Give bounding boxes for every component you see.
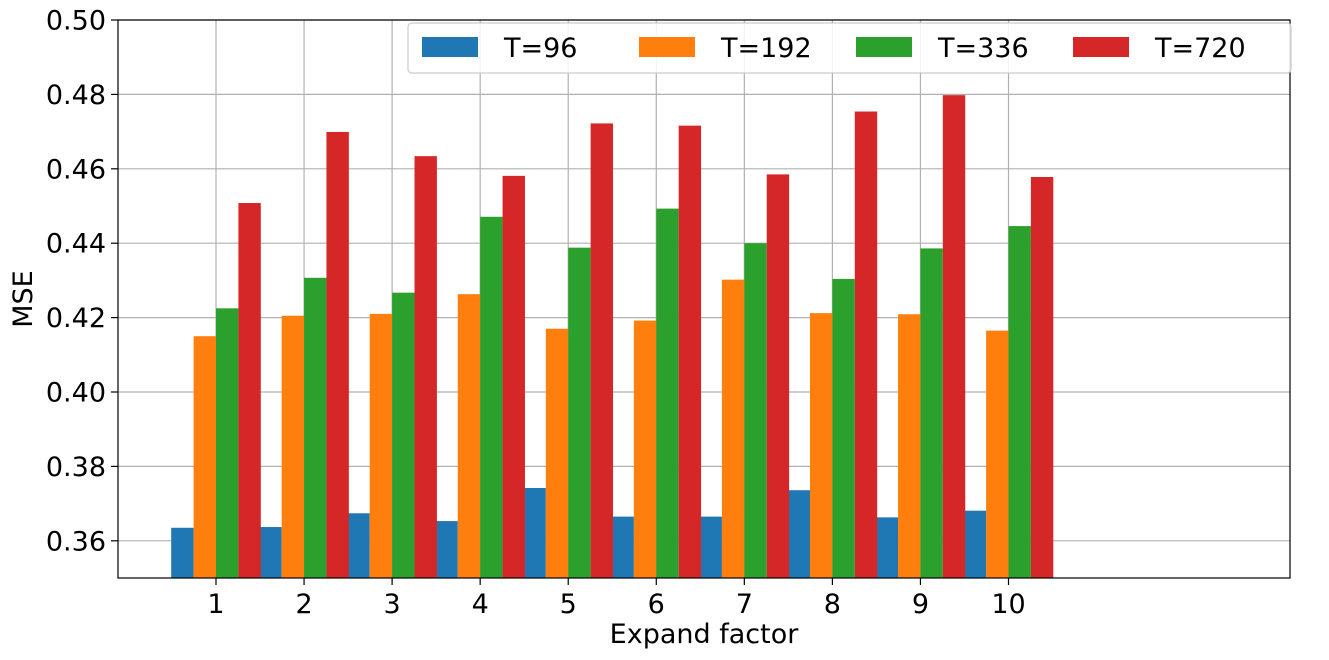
bar-t192-7 — [721, 279, 745, 578]
y-tick-label: 0.50 — [46, 6, 106, 37]
x-tick-label: 3 — [384, 589, 401, 620]
legend-label: T=96 — [503, 33, 577, 64]
legend-swatch — [1073, 37, 1129, 57]
bar-t96-3 — [347, 513, 370, 578]
bar-t336-5 — [568, 247, 591, 578]
legend-swatch — [422, 37, 478, 57]
bar-t720-7 — [766, 174, 790, 578]
legend-swatch — [856, 37, 912, 57]
bars — [171, 95, 1054, 579]
bar-t96-2 — [259, 527, 282, 578]
bar-t720-2 — [326, 131, 349, 579]
bar-t720-3 — [414, 156, 437, 579]
bar-t720-9 — [942, 95, 966, 579]
bar-t192-10 — [986, 330, 1009, 578]
bar-t336-10 — [1008, 226, 1031, 578]
bar-t336-9 — [920, 248, 943, 578]
x-tick-label: 9 — [912, 589, 929, 620]
y-tick-label: 0.44 — [46, 229, 106, 260]
y-tick-label: 0.40 — [46, 378, 106, 409]
x-axis-ticks: 1 2 3 4 5 6 7 8 9 10 — [207, 578, 1026, 620]
legend-label: T=192 — [720, 33, 812, 64]
y-tick-label: 0.36 — [46, 526, 106, 557]
bar-t192-3 — [369, 313, 393, 578]
x-tick-label: 5 — [560, 589, 577, 620]
bar-t192-4 — [457, 294, 481, 578]
x-tick-label: 4 — [472, 589, 489, 620]
bar-t96-1 — [171, 527, 194, 578]
bar-t96-6 — [611, 516, 634, 578]
bar-t192-1 — [193, 336, 216, 578]
y-tick-label: 0.38 — [46, 452, 106, 483]
y-axis-label: MSE — [8, 270, 39, 328]
legend-swatch — [639, 37, 695, 57]
y-tick-label: 0.48 — [46, 80, 106, 111]
bar-t720-4 — [502, 175, 525, 579]
bar-t336-4 — [480, 216, 503, 578]
bar-t720-5 — [590, 123, 614, 578]
x-tick-label: 6 — [648, 589, 665, 620]
bar-t96-5 — [523, 487, 546, 578]
x-tick-label: 2 — [295, 589, 312, 620]
bar-t336-3 — [392, 292, 415, 578]
bar-t336-1 — [216, 308, 239, 578]
bar-t96-8 — [787, 490, 810, 578]
bar-t96-4 — [435, 521, 458, 578]
y-tick-label: 0.42 — [46, 303, 106, 334]
legend-label: T=336 — [937, 33, 1029, 64]
legend-box — [407, 22, 1292, 74]
legend-label: T=720 — [1154, 33, 1246, 64]
bar-t192-2 — [281, 315, 305, 578]
bar-t720-1 — [238, 203, 261, 579]
bar-t96-9 — [875, 517, 899, 578]
bar-t720-6 — [678, 125, 702, 578]
x-tick-label: 7 — [736, 589, 753, 620]
x-axis-label: Expand factor — [610, 619, 800, 650]
bar-t336-7 — [744, 243, 767, 578]
bar-t192-6 — [633, 320, 657, 578]
legend: T=96 T=192 T=336 T=720 — [407, 22, 1292, 74]
bar-t192-8 — [809, 313, 833, 578]
bar-t336-6 — [656, 208, 679, 578]
x-tick-label: 1 — [207, 589, 224, 620]
bar-t720-8 — [854, 111, 878, 579]
x-tick-label: 8 — [824, 589, 841, 620]
bar-t720-10 — [1030, 176, 1054, 578]
bar-t336-8 — [832, 278, 855, 578]
x-tick-label: 10 — [991, 589, 1025, 620]
bar-t192-5 — [545, 328, 569, 578]
bar-t96-10 — [963, 510, 987, 578]
bar-t96-7 — [699, 516, 722, 578]
bar-t336-2 — [304, 277, 327, 578]
bar-t192-9 — [898, 314, 921, 578]
y-tick-label: 0.46 — [46, 154, 106, 185]
plot-frame — [117, 19, 1291, 579]
y-axis-ticks: 0.36 0.38 0.40 0.42 0.44 0.46 0.48 0.50 — [46, 6, 118, 557]
